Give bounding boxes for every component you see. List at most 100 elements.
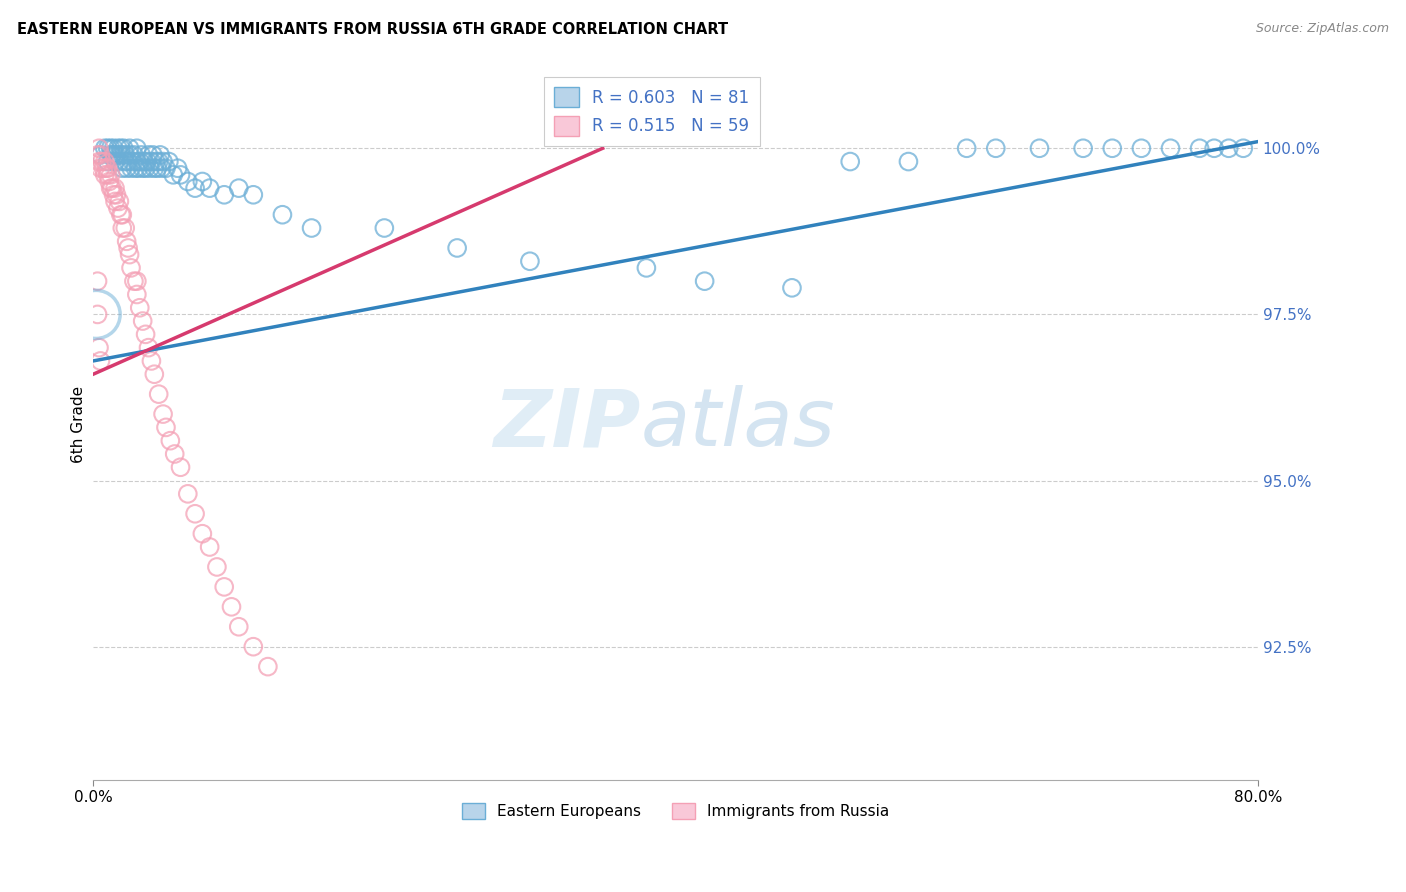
Point — [1232, 141, 1254, 155]
Point — [120, 260, 142, 275]
Point — [159, 434, 181, 448]
Point — [271, 208, 294, 222]
Point — [111, 161, 134, 176]
Point — [125, 274, 148, 288]
Point — [1159, 141, 1181, 155]
Point — [128, 301, 150, 315]
Point — [138, 148, 160, 162]
Point — [1204, 141, 1226, 155]
Point — [117, 154, 139, 169]
Point — [166, 161, 188, 176]
Point — [221, 599, 243, 614]
Point — [143, 368, 166, 382]
Point — [121, 154, 143, 169]
Point — [103, 141, 125, 155]
Point — [89, 161, 111, 176]
Point — [87, 141, 110, 155]
Point — [97, 168, 120, 182]
Point — [636, 260, 658, 275]
Point — [120, 161, 142, 176]
Point — [519, 254, 541, 268]
Point — [212, 580, 235, 594]
Point — [162, 168, 184, 182]
Point — [145, 154, 167, 169]
Point — [184, 507, 207, 521]
Point — [984, 141, 1007, 155]
Point — [134, 154, 156, 169]
Point — [242, 640, 264, 654]
Point — [1028, 141, 1050, 155]
Point — [96, 161, 118, 176]
Point — [104, 194, 127, 209]
Point — [94, 141, 117, 155]
Point — [98, 174, 121, 188]
Point — [191, 526, 214, 541]
Point — [125, 287, 148, 301]
Point — [125, 154, 148, 169]
Point — [118, 148, 141, 162]
Point — [101, 148, 124, 162]
Point — [228, 620, 250, 634]
Point — [108, 154, 131, 169]
Point — [112, 141, 135, 155]
Point — [143, 161, 166, 176]
Point — [97, 161, 120, 176]
Point — [169, 460, 191, 475]
Point — [114, 154, 136, 169]
Point — [86, 274, 108, 288]
Point — [1071, 141, 1094, 155]
Point — [135, 161, 157, 176]
Point — [148, 154, 170, 169]
Point — [205, 560, 228, 574]
Legend: Eastern Europeans, Immigrants from Russia: Eastern Europeans, Immigrants from Russi… — [456, 797, 896, 825]
Text: atlas: atlas — [641, 385, 835, 463]
Point — [136, 154, 159, 169]
Point — [150, 161, 173, 176]
Point — [115, 235, 138, 249]
Point — [139, 161, 162, 176]
Point — [177, 174, 200, 188]
Point — [163, 447, 186, 461]
Point — [152, 407, 174, 421]
Point — [89, 148, 111, 162]
Point — [131, 314, 153, 328]
Point — [142, 148, 165, 162]
Text: EASTERN EUROPEAN VS IMMIGRANTS FROM RUSSIA 6TH GRADE CORRELATION CHART: EASTERN EUROPEAN VS IMMIGRANTS FROM RUSS… — [17, 22, 728, 37]
Text: Source: ZipAtlas.com: Source: ZipAtlas.com — [1256, 22, 1389, 36]
Point — [141, 154, 163, 169]
Point — [100, 168, 122, 182]
Point — [242, 187, 264, 202]
Point — [177, 487, 200, 501]
Point — [103, 187, 125, 202]
Point — [89, 148, 111, 162]
Point — [135, 327, 157, 342]
Point — [157, 154, 180, 169]
Point — [87, 341, 110, 355]
Point — [86, 307, 108, 321]
Point — [90, 154, 112, 169]
Point — [94, 168, 117, 182]
Point — [122, 148, 145, 162]
Point — [104, 181, 127, 195]
Point — [839, 154, 862, 169]
Point — [128, 154, 150, 169]
Point — [780, 281, 803, 295]
Point — [100, 181, 122, 195]
Point — [111, 148, 134, 162]
Point — [104, 154, 127, 169]
Point — [1188, 141, 1211, 155]
Point — [125, 141, 148, 155]
Point — [104, 148, 127, 162]
Point — [693, 274, 716, 288]
Point — [212, 187, 235, 202]
Point — [100, 141, 122, 155]
Point — [107, 201, 129, 215]
Point — [301, 221, 323, 235]
Point — [114, 221, 136, 235]
Point — [97, 141, 120, 155]
Point — [152, 154, 174, 169]
Point — [373, 221, 395, 235]
Point — [148, 387, 170, 401]
Point — [100, 148, 122, 162]
Point — [131, 161, 153, 176]
